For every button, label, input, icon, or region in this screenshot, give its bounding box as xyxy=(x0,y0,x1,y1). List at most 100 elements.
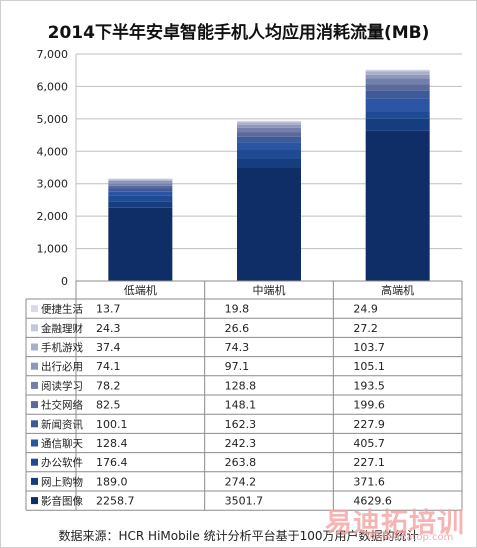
data-value: 371.6 xyxy=(353,475,385,488)
bar-segment xyxy=(237,136,301,143)
data-value: 37.4 xyxy=(96,341,121,354)
data-value: 162.3 xyxy=(225,418,257,431)
y-tick-label: 5,000 xyxy=(37,113,69,126)
data-value: 24.3 xyxy=(96,322,121,335)
bar-segment xyxy=(108,179,173,181)
data-value: 19.8 xyxy=(225,303,250,316)
series-name: 影音图像 xyxy=(41,495,83,508)
legend-key xyxy=(31,439,38,447)
bar-segment xyxy=(108,178,173,180)
y-tick-label: 6,000 xyxy=(37,80,69,93)
bar-segment xyxy=(237,149,301,159)
bar-segment xyxy=(365,118,430,131)
y-tick-label: 7,000 xyxy=(37,48,69,61)
data-value: 105.1 xyxy=(353,360,385,373)
data-value: 148.1 xyxy=(225,399,257,412)
legend-key xyxy=(31,458,38,466)
data-value: 176.4 xyxy=(96,456,128,469)
series-name: 金融理财 xyxy=(41,322,83,335)
bar-segment xyxy=(108,188,173,192)
data-value: 103.7 xyxy=(353,341,385,354)
watermark: 易迪拓培训 www.edatop.com xyxy=(325,499,475,545)
data-value: 26.6 xyxy=(225,322,250,335)
data-value: 128.8 xyxy=(225,379,257,392)
bar-segment xyxy=(108,180,173,184)
bar-segment xyxy=(365,74,430,79)
data-value: 27.2 xyxy=(353,322,378,335)
watermark-url: www.edatop.com xyxy=(367,532,454,543)
category-label: 中端机 xyxy=(253,283,286,297)
data-value: 24.9 xyxy=(353,303,378,316)
legend-key xyxy=(31,477,38,485)
legend-key xyxy=(31,381,38,389)
source-note: 数据来源：HCR HiMobile 统计分析平台基于100万用户数据的统计 xyxy=(58,529,419,543)
bar-segment xyxy=(365,90,430,99)
y-tick-label: 0 xyxy=(61,275,68,288)
data-value: 189.0 xyxy=(96,475,128,488)
data-value: 74.3 xyxy=(225,341,250,354)
bar-segment xyxy=(108,183,173,186)
series-name: 社交网络 xyxy=(41,399,83,412)
legend-key xyxy=(31,343,38,351)
y-tick-label: 2,000 xyxy=(37,210,69,223)
bar-segment xyxy=(237,142,301,150)
bar-segment xyxy=(365,69,430,71)
bar-segment xyxy=(365,70,430,72)
legend-key xyxy=(31,401,38,409)
bar-segment xyxy=(365,78,430,85)
bar-segment xyxy=(108,178,173,179)
data-value: 74.1 xyxy=(96,360,121,373)
bar-segment xyxy=(365,71,430,75)
watermark-text: 易迪拓培训 xyxy=(325,508,465,539)
series-name: 阅读学习 xyxy=(41,379,83,392)
bar-segment xyxy=(108,207,173,281)
data-value: 193.5 xyxy=(353,379,385,392)
bar-segment xyxy=(237,120,301,122)
data-value: 274.2 xyxy=(225,475,257,488)
data-value: 242.3 xyxy=(225,437,257,450)
series-name: 出行必用 xyxy=(41,360,83,373)
series-name: 便捷生活 xyxy=(41,303,83,316)
bar-segment xyxy=(365,130,430,281)
bar-segment xyxy=(108,191,173,196)
data-value: 82.5 xyxy=(96,399,121,412)
bar-segment xyxy=(237,132,301,137)
data-value: 227.1 xyxy=(353,456,385,469)
data-value: 3501.7 xyxy=(225,495,264,508)
series-name: 网上购物 xyxy=(41,475,83,488)
legend-key xyxy=(31,305,38,313)
bar-segment xyxy=(237,158,301,168)
data-value: 78.2 xyxy=(96,379,121,392)
y-tick-label: 4,000 xyxy=(37,145,69,158)
bar-segment xyxy=(237,124,301,128)
bar-segment xyxy=(365,111,430,119)
legend-key xyxy=(31,324,38,332)
bar-segment xyxy=(237,127,301,133)
data-value: 97.1 xyxy=(225,360,250,373)
data-value: 405.7 xyxy=(353,437,385,450)
bar-segment xyxy=(108,185,173,189)
series-name: 通信聊天 xyxy=(41,437,83,450)
bar-segment xyxy=(108,195,173,202)
data-value: 263.8 xyxy=(225,456,257,469)
legend-key xyxy=(31,497,38,505)
data-value: 4629.6 xyxy=(353,495,392,508)
data-value: 13.7 xyxy=(96,303,121,316)
data-value: 128.4 xyxy=(96,437,128,450)
legend-key xyxy=(31,362,38,370)
bar-segment xyxy=(365,84,430,91)
category-label: 高端机 xyxy=(381,283,414,297)
bar-segment xyxy=(237,122,301,125)
bar-segment xyxy=(108,201,173,208)
bar-segment xyxy=(237,121,301,123)
category-label: 低端机 xyxy=(124,283,157,297)
series-name: 新闻资讯 xyxy=(41,418,83,431)
bar-segment xyxy=(237,167,301,281)
data-value: 227.9 xyxy=(353,418,385,431)
series-name: 办公软件 xyxy=(41,456,83,469)
y-tick-label: 1,000 xyxy=(37,243,69,256)
data-value: 100.1 xyxy=(96,418,128,431)
y-tick-label: 3,000 xyxy=(37,178,69,191)
chart-title: 2014下半年安卓智能手机人均应用消耗流量(MB) xyxy=(47,23,430,43)
data-value: 2258.7 xyxy=(96,495,135,508)
